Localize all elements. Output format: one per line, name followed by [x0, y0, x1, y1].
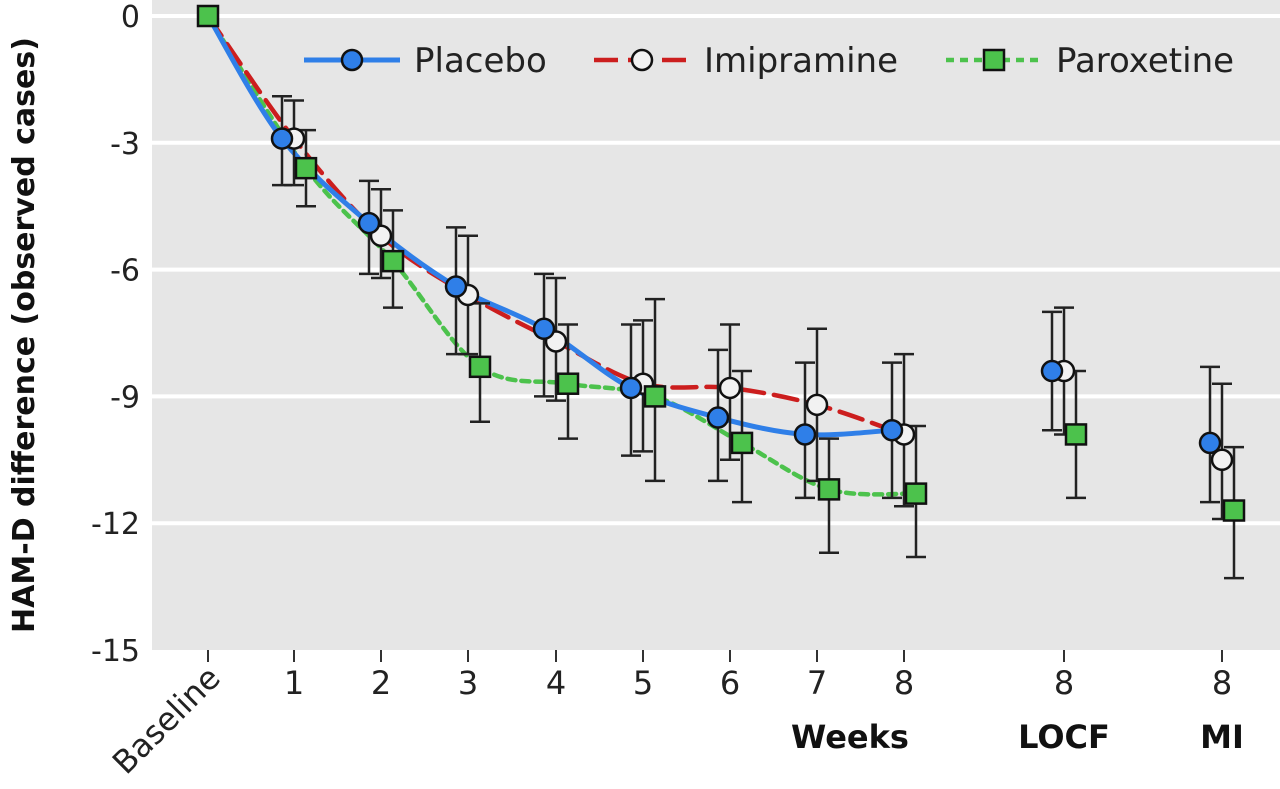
- marker-paroxetine: [904, 482, 928, 505]
- marker-placebo: [1198, 431, 1222, 455]
- x-group-label: LOCF: [1018, 718, 1110, 756]
- marker-paroxetine: [294, 156, 318, 180]
- x-tick-label: 5: [633, 664, 653, 702]
- y-tick-label: -3: [110, 127, 140, 162]
- marker-paroxetine: [817, 478, 841, 501]
- x-tick-label: 8: [1212, 664, 1232, 702]
- y-tick-label: 0: [121, 0, 140, 35]
- marker-placebo: [706, 406, 730, 429]
- marker-placebo: [532, 317, 556, 341]
- y-tick-labels: 0 -3 -6 -9 -12 -15: [91, 0, 140, 669]
- marker-placebo: [793, 423, 817, 446]
- marker-paroxetine: [1222, 499, 1246, 522]
- data-markers: [196, 4, 1246, 522]
- legend-label-imipramine: Imipramine: [704, 41, 898, 81]
- marker-paroxetine: [381, 249, 405, 273]
- legend-marker-placebo: [340, 48, 364, 72]
- marker-paroxetine: [1064, 423, 1088, 446]
- marker-imipramine: [1210, 448, 1234, 472]
- y-axis-label: HAM-D difference (observed cases): [7, 37, 42, 633]
- marker-imipramine: [718, 376, 742, 400]
- y-tick-label: -6: [110, 254, 140, 289]
- x-group-labels: Weeks LOCF MI: [791, 718, 1244, 756]
- y-tick-label: -15: [91, 634, 140, 669]
- marker-paroxetine: [468, 355, 492, 379]
- marker-placebo: [444, 275, 468, 298]
- marker-placebo: [619, 376, 643, 400]
- x-tick-label: 4: [546, 664, 566, 702]
- legend: Placebo Imipramine Paroxetine: [304, 41, 1234, 81]
- x-tick-marks: [207, 650, 1223, 662]
- x-tick-label: Baseline: [105, 659, 228, 782]
- x-tick-label: 2: [371, 664, 391, 702]
- x-tick-label: 6: [720, 664, 740, 702]
- x-tick-label: 7: [807, 664, 827, 702]
- legend-marker-imipramine: [630, 48, 654, 72]
- plot-background: [152, 0, 1280, 650]
- x-group-label: Weeks: [791, 718, 909, 756]
- marker-paroxetine: [556, 372, 580, 395]
- marker-paroxetine: [730, 431, 754, 455]
- y-tick-label: -9: [110, 380, 140, 415]
- gridlines: [152, 14, 1280, 526]
- legend-label-paroxetine: Paroxetine: [1056, 41, 1234, 81]
- marker-placebo: [357, 211, 381, 235]
- x-tick-label: 8: [1054, 664, 1074, 702]
- y-tick-label: -12: [91, 507, 140, 542]
- x-tick-label: 3: [458, 664, 478, 702]
- marker-placebo: [270, 127, 294, 150]
- marker-placebo: [1040, 359, 1064, 383]
- marker-paroxetine: [643, 385, 667, 408]
- x-tick-label: 1: [284, 664, 304, 702]
- x-group-label: MI: [1200, 718, 1244, 756]
- x-tick-label: 8: [894, 664, 914, 702]
- marker-paroxetine: [196, 4, 220, 28]
- marker-placebo: [880, 418, 904, 442]
- legend-marker-paroxetine: [982, 48, 1006, 72]
- legend-label-placebo: Placebo: [414, 41, 547, 81]
- marker-imipramine: [805, 393, 829, 417]
